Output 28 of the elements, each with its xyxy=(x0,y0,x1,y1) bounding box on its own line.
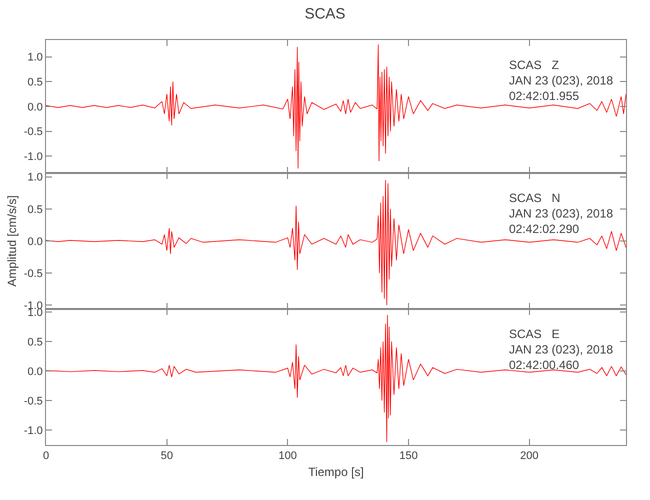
y-tick-label: -1.0 xyxy=(24,150,43,163)
x-tick-label: 200 xyxy=(520,450,539,462)
y-tick-label: 0.5 xyxy=(28,336,43,348)
y-tick-label: 0.5 xyxy=(28,204,43,216)
y-tick-label: 0.0 xyxy=(28,366,43,378)
y-tick-label: 0.0 xyxy=(28,236,43,248)
x-tick-label: 50 xyxy=(160,450,173,462)
line-series xyxy=(46,180,626,306)
line-series xyxy=(46,44,626,169)
y-tick-label: -0.5 xyxy=(24,126,43,138)
annotation: SCAS N JAN 23 (023), 2018 02:42:02.290 xyxy=(509,191,614,236)
y-tick-label: -1.0 xyxy=(24,425,43,438)
x-tick-label: 100 xyxy=(278,450,297,462)
y-tick-label: 0.0 xyxy=(28,101,43,114)
y-tick-label: 1.0 xyxy=(28,306,43,319)
y-tick-label: -0.5 xyxy=(24,396,43,408)
x-tick-label: 0 xyxy=(42,450,50,462)
line-series xyxy=(46,314,626,442)
annotation: SCAS E JAN 23 (023), 2018 02:42:00.460 xyxy=(509,327,614,372)
x-tick-label: 150 xyxy=(399,450,418,462)
y-tick-label: 0.5 xyxy=(28,76,43,89)
annotation: SCAS Z JAN 23 (023), 2018 02:42:01.955 xyxy=(509,58,614,104)
x-axis-title: Tiempo [s] xyxy=(308,465,364,480)
y-tick-label: 1.0 xyxy=(28,52,43,64)
y-tick-label: -0.5 xyxy=(24,268,43,280)
chart-title: SCAS xyxy=(304,6,346,22)
y-axis-title: Amplitud [cm/s/s] xyxy=(5,195,20,287)
y-tick-label: 1.0 xyxy=(28,172,43,184)
